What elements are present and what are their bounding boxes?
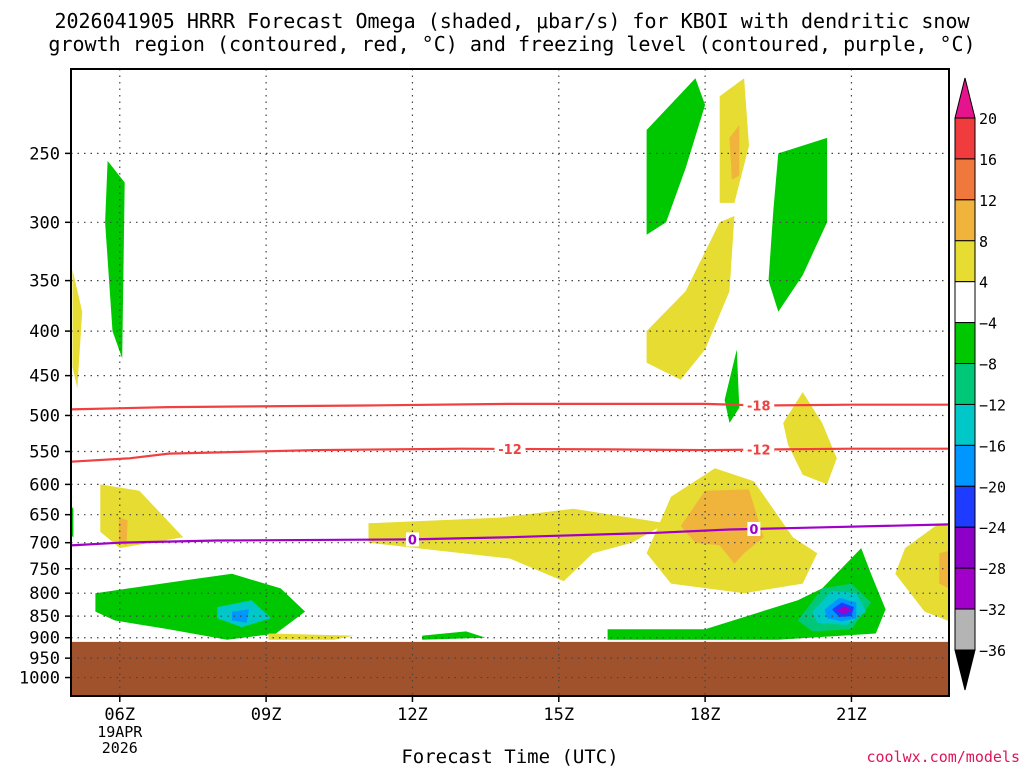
dgz-line-minus12 bbox=[71, 447, 949, 463]
colorbar-label: −36 bbox=[979, 642, 1006, 660]
colorbar-bin bbox=[954, 199, 976, 242]
omega-region bbox=[71, 505, 74, 538]
x-tick-label: 12Z bbox=[397, 705, 428, 725]
colorbar-label: −32 bbox=[979, 601, 1006, 619]
y-tick-label: 800 bbox=[29, 584, 60, 604]
omega-region bbox=[118, 517, 128, 546]
colorbar-label: 16 bbox=[979, 151, 997, 169]
y-tick-label: 750 bbox=[29, 560, 60, 580]
contour-lines bbox=[71, 402, 949, 547]
colorbar-label: 8 bbox=[979, 233, 988, 251]
x-tick-label: 21Z bbox=[836, 705, 867, 725]
y-tick-label: 700 bbox=[29, 534, 60, 554]
colorbar-bin bbox=[954, 158, 976, 201]
colorbar-bin bbox=[954, 526, 976, 569]
colorbar-label: −12 bbox=[979, 396, 1006, 414]
omega-region bbox=[895, 523, 949, 622]
y-tick-label: 600 bbox=[29, 475, 60, 495]
plot-frame bbox=[70, 68, 950, 697]
y-tick-label: 300 bbox=[29, 213, 60, 233]
grid-lines bbox=[71, 69, 949, 696]
colorbar-label: 12 bbox=[979, 192, 997, 210]
colorbar-bin bbox=[954, 363, 976, 405]
colorbar-label: −24 bbox=[979, 519, 1006, 537]
colorbar: 20 16 12 8 4 −4 −8 −12 −16 −20 −24 −28 −32 −36 bbox=[954, 77, 1006, 691]
colorbar-bin bbox=[954, 567, 976, 610]
colorbar-bin bbox=[954, 403, 976, 446]
omega-region bbox=[729, 125, 740, 180]
y-axis: 2503003504004505005506006507007508008509… bbox=[19, 144, 71, 689]
y-tick-label: 850 bbox=[29, 607, 60, 627]
colorbar-bin bbox=[954, 608, 976, 651]
colorbar-label: 4 bbox=[979, 274, 988, 292]
y-tick-label: 650 bbox=[29, 506, 60, 526]
x-tick-label: 06Z bbox=[104, 705, 135, 725]
x-axis-title: Forecast Time (UTC) bbox=[401, 746, 619, 768]
colorbar-bin bbox=[954, 444, 976, 487]
colorbar-bin bbox=[954, 240, 976, 283]
contour-label-bg bbox=[494, 441, 526, 456]
y-tick-label: 500 bbox=[29, 406, 60, 426]
x-tick-date: 19APR bbox=[97, 723, 143, 741]
colorbar-top-arrow bbox=[954, 77, 976, 119]
contour-label: -12 bbox=[747, 444, 771, 459]
contour-label-bg bbox=[747, 521, 761, 536]
contour-label: -18 bbox=[747, 400, 771, 415]
omega-region bbox=[836, 606, 852, 615]
omega-region bbox=[100, 484, 184, 549]
x-tick-year: 2026 bbox=[102, 739, 138, 757]
y-tick-label: 250 bbox=[29, 144, 60, 164]
omega-region bbox=[646, 216, 735, 380]
omega-region bbox=[72, 269, 83, 388]
contour-labels: -18 -12 -12 0 0 bbox=[405, 398, 775, 548]
x-tick-label: 18Z bbox=[690, 705, 721, 725]
colorbar-bin bbox=[954, 485, 976, 528]
omega-region bbox=[680, 489, 764, 564]
contour-label-bg bbox=[743, 442, 775, 457]
colorbar-label: 20 bbox=[979, 110, 997, 128]
omega-region bbox=[422, 631, 486, 640]
x-tick-label: 09Z bbox=[251, 705, 282, 725]
y-tick-label: 1000 bbox=[19, 669, 60, 689]
ground-surface bbox=[71, 641, 949, 696]
dgz-line-minus18 bbox=[71, 402, 949, 411]
colorbar-bin bbox=[954, 322, 976, 365]
colorbar-label: −16 bbox=[979, 437, 1006, 455]
colorbar-label: −8 bbox=[979, 356, 997, 374]
contour-label: 0 bbox=[408, 533, 417, 548]
omega-region bbox=[646, 78, 706, 235]
contour-label: 0 bbox=[749, 523, 758, 538]
y-tick-label: 350 bbox=[29, 272, 60, 292]
chart-title-line-1: 2026041905 HRRR Forecast Omega (shaded, … bbox=[54, 9, 970, 33]
colorbar-bottom-arrow bbox=[954, 649, 976, 691]
colorbar-bin bbox=[954, 281, 976, 324]
contour-label-bg bbox=[743, 398, 775, 413]
y-tick-label: 450 bbox=[29, 367, 60, 387]
omega-region bbox=[768, 137, 828, 312]
colorbar-label: −4 bbox=[979, 315, 997, 333]
source-credit[interactable]: coolwx.com/models bbox=[866, 748, 1020, 766]
omega-shading bbox=[71, 78, 949, 640]
y-tick-label: 400 bbox=[29, 322, 60, 342]
y-tick-label: 900 bbox=[29, 629, 60, 649]
y-tick-label: 950 bbox=[29, 649, 60, 669]
omega-region bbox=[724, 349, 740, 423]
contour-label: -12 bbox=[498, 443, 522, 458]
colorbar-bin bbox=[954, 117, 976, 160]
chart-title-line-2: growth region (contoured, red, °C) and f… bbox=[48, 32, 976, 56]
omega-region bbox=[95, 573, 306, 640]
contour-label-bg bbox=[405, 532, 419, 547]
omega-region bbox=[783, 392, 837, 485]
freezing-line-0 bbox=[71, 523, 949, 547]
omega-region bbox=[268, 633, 354, 640]
omega-region bbox=[105, 160, 125, 359]
colorbar-label: −28 bbox=[979, 560, 1006, 578]
omega-region bbox=[939, 550, 949, 589]
colorbar-label: −20 bbox=[979, 478, 1006, 496]
y-tick-label: 550 bbox=[29, 443, 60, 463]
x-tick-label: 15Z bbox=[543, 705, 574, 725]
omega-region bbox=[368, 508, 667, 582]
